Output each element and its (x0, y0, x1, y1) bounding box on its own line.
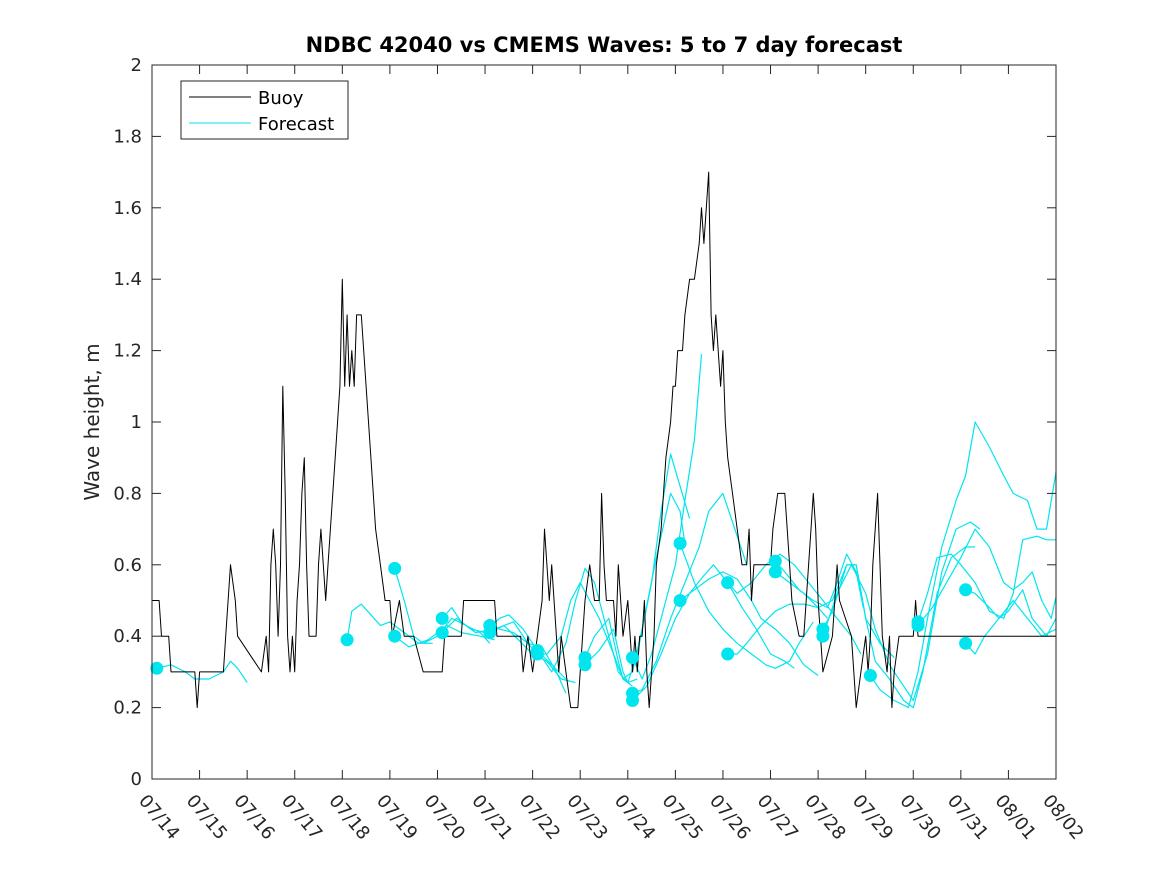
forecast-series-line-27 (965, 599, 1057, 655)
forecast-start-markers (150, 536, 973, 707)
forecast-start-marker-16 (673, 594, 687, 607)
forecast-series-line-19 (774, 553, 864, 609)
forecast-start-marker-22 (816, 629, 830, 643)
forecast-series-line-15 (679, 543, 814, 669)
y-tick-label: 1.8 (113, 126, 142, 147)
y-axis: 0 0.2 0.4 0.6 0.8 1 1.2 1.4 1.6 1.8 2 (113, 55, 1056, 790)
y-tick-label: 1 (131, 412, 142, 433)
forecast-start-marker-4 (435, 611, 449, 625)
y-tick-label: 1.4 (113, 269, 142, 290)
forecast-series-line-26 (965, 589, 1057, 637)
forecast-series-line-12 (631, 354, 703, 680)
forecast-series-line-20 (774, 564, 895, 659)
forecast-start-marker-1 (340, 633, 354, 647)
y-tick-label: 2 (131, 55, 142, 76)
forecast-series-line-9 (537, 581, 633, 687)
y-tick-label: 1.6 (113, 198, 142, 219)
chart-title: NDBC 42040 vs CMEMS Waves: 5 to 7 day fo… (306, 33, 903, 57)
forecast-start-marker-12 (626, 651, 639, 665)
plot-area (152, 65, 1056, 779)
forecast-series-line-23 (869, 421, 1057, 709)
forecast-series-line-18 (727, 603, 829, 655)
forecast-start-marker-0 (150, 661, 164, 675)
forecast-start-marker-27 (959, 636, 973, 650)
forecast-start-marker-26 (959, 583, 973, 597)
forecast-series-line-25 (917, 528, 1057, 626)
forecast-series-line-17 (727, 553, 862, 655)
buoy-series-group (152, 171, 1056, 709)
legend-label-forecast: Forecast (258, 114, 334, 135)
forecast-series-line-5 (441, 614, 567, 680)
forecast-start-marker-2 (388, 561, 402, 575)
buoy-series-line (152, 171, 1056, 709)
forecast-start-marker-15 (673, 536, 687, 550)
forecast-series-line-1 (346, 603, 433, 644)
forecast-series-line-0 (156, 660, 248, 683)
y-tick-label: 0.2 (113, 698, 142, 719)
y-axis-label: Wave height, m (80, 343, 104, 500)
y-tick-label: 0.6 (113, 555, 142, 576)
forecast-start-marker-7 (483, 626, 497, 640)
forecast-start-marker-23 (863, 669, 877, 682)
forecast-start-marker-19 (768, 554, 782, 568)
forecast-start-marker-17 (721, 576, 735, 590)
forecast-start-marker-11 (578, 658, 592, 672)
forecast-series-line-13 (632, 492, 748, 694)
y-tick-label: 0 (131, 769, 142, 790)
y-tick-label: 1.2 (113, 341, 142, 362)
forecast-start-marker-18 (721, 647, 735, 661)
forecast-series-line-21 (822, 546, 976, 709)
forecast-series-line-22 (822, 521, 981, 702)
forecast-start-marker-14 (626, 694, 639, 707)
y-tick-label: 0.8 (113, 483, 142, 504)
forecast-series-line-24 (917, 535, 1056, 623)
forecast-start-marker-5 (435, 626, 449, 640)
y-tick-label: 0.4 (113, 626, 142, 647)
legend-label-buoy: Buoy (258, 88, 304, 109)
forecast-start-marker-3 (388, 629, 402, 643)
forecast-start-marker-25 (911, 619, 925, 632)
forecast-series-line-14 (632, 564, 795, 701)
forecast-start-marker-9 (530, 647, 544, 661)
forecast-series-line-6 (489, 624, 567, 694)
legend: Buoy Forecast (180, 80, 349, 140)
legend-box (180, 80, 349, 140)
forecast-series-line-3 (394, 624, 495, 648)
forecast-start-marker-20 (768, 565, 782, 579)
